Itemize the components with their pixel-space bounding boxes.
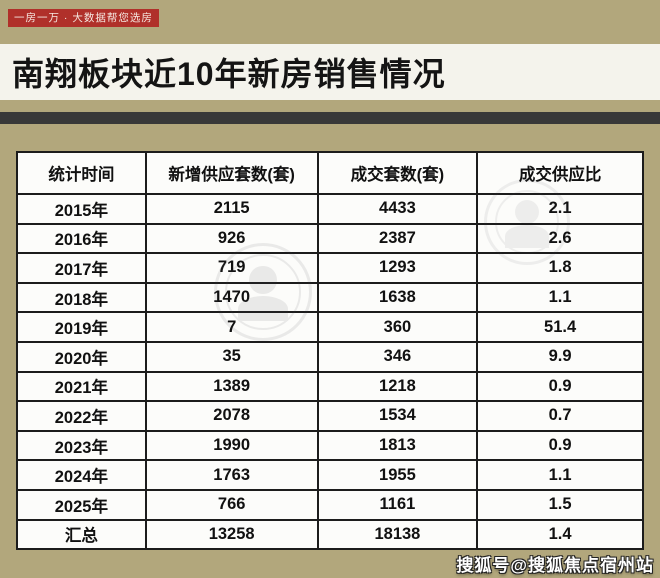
table-row: 2023年 1990 1813 0.9 [16,429,644,462]
table-cell: 1161 [316,488,479,521]
column-header: 成交供应比 [476,151,644,195]
table-cell: 2387 [316,222,479,255]
table-cell: 1.1 [476,459,644,491]
table-row: 2018年 1470 1638 1.1 [16,281,644,314]
table-cell: 9.9 [476,340,644,373]
table-cell: 0.9 [476,429,644,462]
title-divider [0,112,660,124]
table-cell: 2022年 [16,400,147,432]
table-cell: 926 [144,222,319,255]
column-header: 成交套数(套) [316,151,479,195]
table-cell: 51.4 [476,311,644,343]
table-cell: 2078 [144,400,319,432]
table-cell: 1534 [316,400,479,432]
table-cell: 2023年 [16,429,147,462]
table-cell: 2021年 [16,370,147,403]
table-cell: 13258 [144,518,319,551]
table-row: 2016年 926 2387 2.6 [16,222,644,255]
table-header-row: 统计时间 新增供应套数(套) 成交套数(套) 成交供应比 [16,151,644,195]
table-cell: 719 [144,252,319,284]
table-cell: 汇总 [16,518,147,551]
table-row: 2024年 1763 1955 1.1 [16,459,644,491]
table-cell: 1.4 [476,518,644,551]
table-row: 2019年 7 360 51.4 [16,311,644,343]
table-cell: 1990 [144,429,319,462]
table-cell: 2.1 [476,193,644,225]
table-cell: 1389 [144,370,319,403]
table-row: 2025年 766 1161 1.5 [16,488,644,521]
brand-badge-label: 一房一万 · 大数据帮您选房 [14,12,153,24]
sales-table: 统计时间 新增供应套数(套) 成交套数(套) 成交供应比 2015年 2115 4433 2… [16,151,644,551]
table-row: 2015年 2115 4433 2.1 [16,193,644,225]
table-cell: 2020年 [16,340,147,373]
bottom-watermark: 搜狐号@搜狐焦点宿州站 [456,556,654,575]
table-cell: 360 [316,311,479,343]
table-cell: 1.5 [476,488,644,521]
table-cell: 346 [316,340,479,373]
table-cell: 1955 [316,459,479,491]
table-cell: 1638 [316,281,479,314]
table-cell: 1813 [316,429,479,462]
table-cell: 1763 [144,459,319,491]
table-cell: 35 [144,340,319,373]
table-cell: 18138 [316,518,479,551]
table-cell: 2015年 [16,193,147,225]
table-cell: 2115 [144,193,319,225]
table-cell: 1.8 [476,252,644,284]
table-row: 2021年 1389 1218 0.9 [16,370,644,403]
table-cell: 1218 [316,370,479,403]
page-title: 南翔板块近10年新房销售情况 [12,56,446,92]
table-row: 2017年 719 1293 1.8 [16,252,644,284]
brand-badge: 一房一万 · 大数据帮您选房 [8,9,159,27]
table-row: 汇总 13258 18138 1.4 [16,518,644,551]
table-cell: 0.9 [476,370,644,403]
table-cell: 2019年 [16,311,147,343]
column-header: 统计时间 [16,151,147,195]
table-cell: 1470 [144,281,319,314]
table-cell: 1.1 [476,281,644,314]
table-cell: 7 [144,311,319,343]
title-band: 南翔板块近10年新房销售情况 [0,44,660,100]
sales-table-container: 统计时间 新增供应套数(套) 成交套数(套) 成交供应比 2015年 2115 4433 2… [16,151,644,551]
table-cell: 0.7 [476,400,644,432]
table-cell: 2018年 [16,281,147,314]
table-cell: 2.6 [476,222,644,255]
table-cell: 766 [144,488,319,521]
table-cell: 2017年 [16,252,147,284]
table-cell: 4433 [316,193,479,225]
table-cell: 1293 [316,252,479,284]
table-cell: 2025年 [16,488,147,521]
column-header: 新增供应套数(套) [144,151,319,195]
table-cell: 2016年 [16,222,147,255]
table-row: 2022年 2078 1534 0.7 [16,400,644,432]
table-cell: 2024年 [16,459,147,491]
table-row: 2020年 35 346 9.9 [16,340,644,373]
